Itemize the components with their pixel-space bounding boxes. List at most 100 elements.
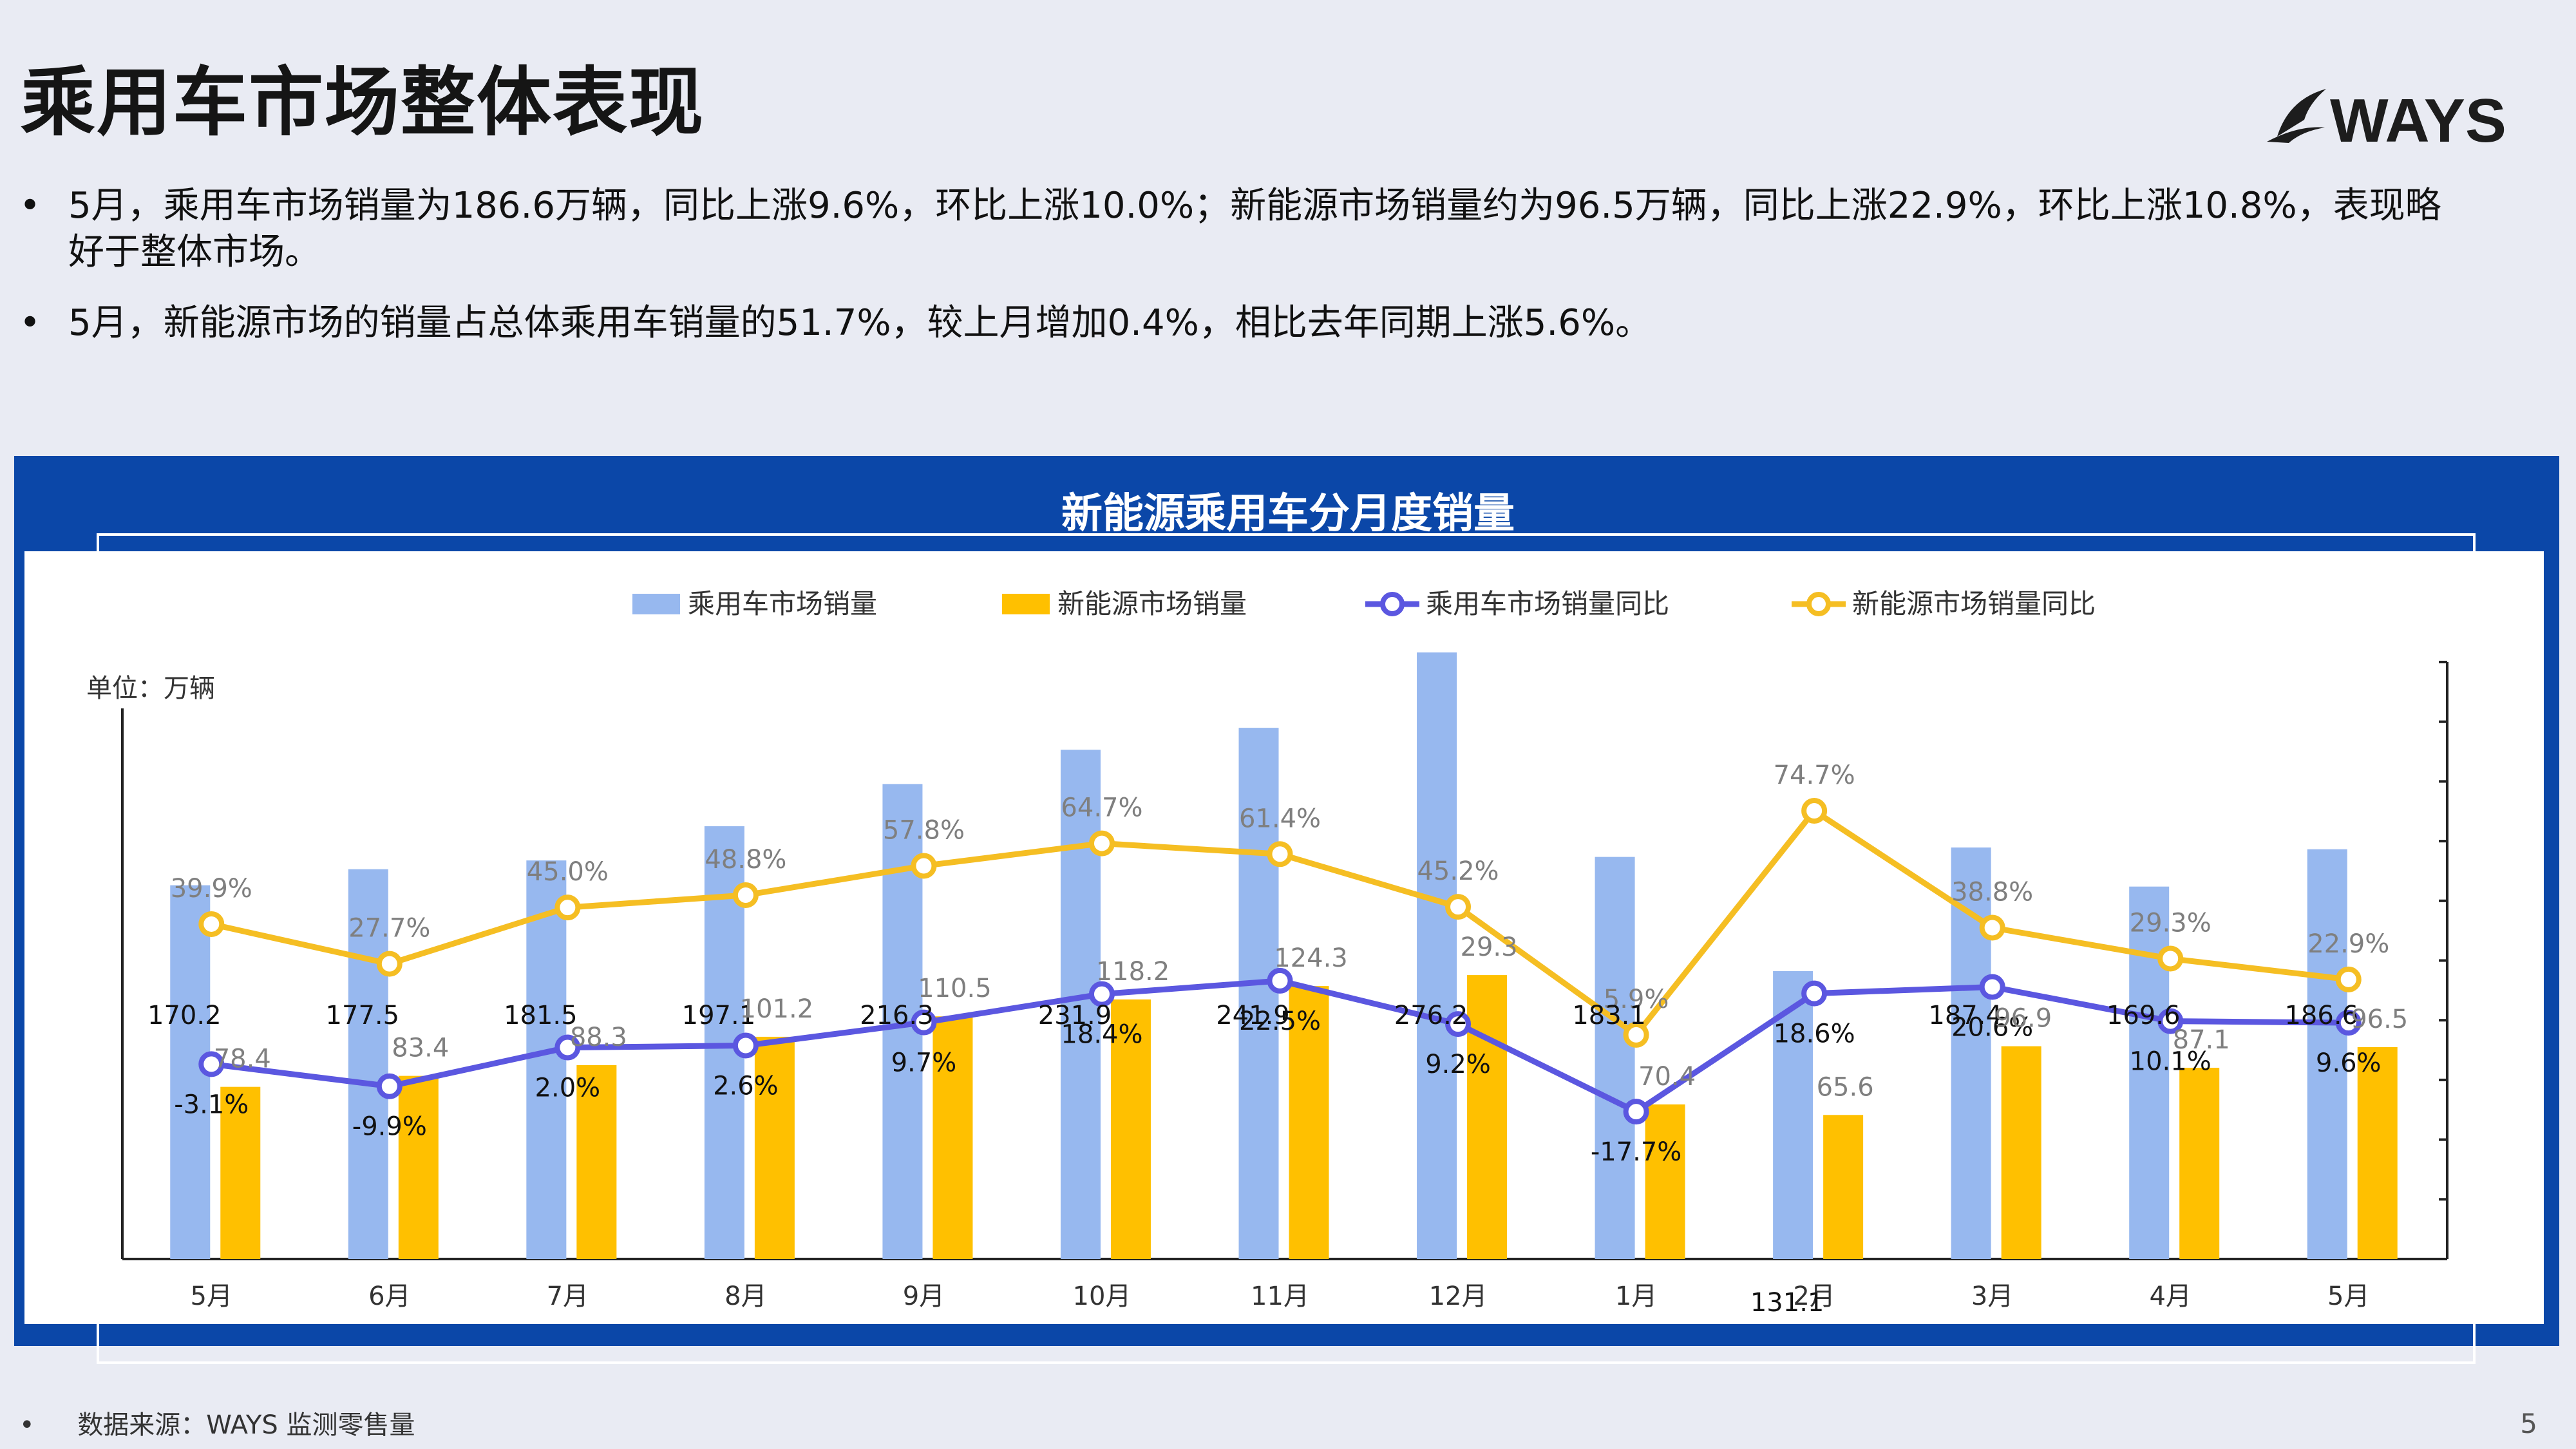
total-bar-label: 231.9: [1038, 1001, 1112, 1030]
bar-nev: [398, 1075, 439, 1259]
total-yoy-point: [1801, 980, 1828, 1007]
total-bar-label: 276.2: [1394, 1001, 1468, 1030]
nev-yoy-point: [1801, 798, 1828, 824]
nev-yoy-point: [1088, 830, 1115, 857]
total-yoy-label: 9.2%: [1425, 1050, 1491, 1079]
total-bar-label: 186.6: [2284, 1001, 2358, 1030]
chart-lines: [198, 798, 2362, 1125]
footer-note: • 数据来源：WAYS 监测零售量: [19, 1404, 415, 1441]
x-tick-label: 2月: [1793, 1282, 1835, 1311]
nev-yoy-point: [2157, 945, 2184, 972]
total-yoy-point: [1267, 967, 1293, 994]
total-yoy-label: 2.6%: [713, 1072, 779, 1101]
nev-yoy-label: 57.8%: [883, 815, 965, 845]
total-yoy-label: 2.0%: [535, 1074, 601, 1103]
bar-nev: [1289, 986, 1329, 1259]
bar-nev: [2357, 1046, 2398, 1259]
bullet-dot: •: [19, 185, 41, 227]
ways-logo: WAYS: [2267, 86, 2506, 151]
total-yoy-point: [1088, 981, 1115, 1007]
total-bar-label: 216.3: [860, 1001, 934, 1030]
nev-bar-label: 101.2: [740, 994, 814, 1024]
total-bar-label: 183.1: [1572, 1001, 1646, 1030]
nev-yoy-point: [732, 882, 759, 908]
total-yoy-point: [2157, 1008, 2184, 1034]
bar-total: [1595, 857, 1635, 1259]
total-yoy-label: 20.6%: [1951, 1013, 2033, 1043]
total-yoy-label: 10.1%: [2130, 1047, 2211, 1077]
nev-yoy-point: [198, 911, 225, 937]
nev-bar-label: 78.4: [214, 1045, 271, 1074]
total-yoy-label: -3.1%: [174, 1090, 249, 1119]
total-yoy-label: 22.5%: [1239, 1007, 1321, 1036]
x-tick-label: 1月: [1615, 1282, 1657, 1311]
bar-nev: [1823, 1115, 1864, 1259]
nev-bar-label: 124.3: [1274, 943, 1348, 973]
total-yoy-point: [554, 1034, 581, 1061]
nev-bar-label: 96.9: [1994, 1004, 2052, 1034]
total-yoy-point: [1623, 1099, 1649, 1125]
bullet-dot: •: [19, 302, 41, 344]
nev-yoy-label: 64.7%: [1061, 793, 1142, 823]
summary-bullet-1: • 5月，乘用车市场销量为186.6万辆，同比上涨9.6%，环比上涨10.0%；…: [19, 183, 2460, 276]
nev-yoy-point: [376, 951, 402, 977]
x-tick-label: 10月: [1073, 1282, 1132, 1311]
ways-logo-text: WAYS: [2330, 86, 2506, 151]
chart-plot-background: [24, 551, 2544, 1324]
total-yoy-label: 18.6%: [1774, 1019, 1855, 1049]
total-bar-label: 187.4: [1928, 1001, 2002, 1030]
bar-nev: [2001, 1046, 2041, 1259]
bar-total: [1417, 652, 1457, 1259]
total-bar-label: 241.9: [1216, 1001, 1290, 1030]
legend-marker: [1380, 592, 1405, 616]
summary-bullets: • 5月，乘用车市场销量为186.6万辆，同比上涨9.6%，环比上涨10.0%；…: [19, 183, 2460, 371]
x-tick-label: 5月: [2327, 1282, 2369, 1311]
total-yoy-point: [198, 1051, 225, 1077]
nev-yoy-label: 22.9%: [2307, 929, 2389, 959]
nev-bar-label: 87.1: [2173, 1025, 2230, 1055]
legend-label: 新能源市场销量同比: [1852, 588, 2096, 620]
total-bar-label: 177.5: [326, 1001, 400, 1030]
total-yoy-label: -17.7%: [1591, 1137, 1682, 1167]
x-tick-label: 3月: [1971, 1282, 2013, 1311]
x-tick-label: 4月: [2149, 1282, 2191, 1311]
nev-bar-label: 70.4: [1638, 1062, 1696, 1092]
nev-bar-label: 118.2: [1096, 957, 1170, 987]
bar-nev: [576, 1065, 617, 1259]
nev-yoy-point: [1623, 1021, 1649, 1048]
total-yoy-label: 9.7%: [891, 1048, 957, 1078]
x-tick-label: 11月: [1251, 1282, 1309, 1311]
page-number: 5: [2520, 1408, 2537, 1439]
nev-yoy-label: 5.9%: [1604, 985, 1669, 1014]
total-yoy-point: [2335, 1010, 2362, 1036]
bar-nev: [1110, 999, 1151, 1259]
bar-nev: [2179, 1067, 2220, 1259]
total-bar-label: 170.2: [147, 1001, 222, 1030]
bar-nev: [1467, 975, 1508, 1259]
total-yoy-point: [1979, 974, 2005, 1000]
bullet-dot: •: [19, 1410, 35, 1440]
x-tick-label: 6月: [368, 1282, 410, 1311]
bar-nev: [754, 1036, 795, 1259]
x-tick-label: 12月: [1429, 1282, 1488, 1311]
nev-bar-label: 29.3: [1461, 933, 1518, 962]
nev-yoy-label: 74.7%: [1774, 761, 1855, 790]
legend-label: 新能源市场销量: [1057, 588, 1247, 620]
legend-label: 乘用车市场销量同比: [1426, 588, 1669, 620]
bar-nev: [220, 1086, 261, 1259]
unit-label: 单位：万辆: [86, 674, 215, 703]
bar-total: [348, 869, 388, 1259]
nev-yoy-label: 39.9%: [171, 874, 252, 904]
nev-yoy-label: 45.2%: [1417, 857, 1499, 886]
total-yoy-point: [376, 1073, 402, 1099]
bar-total: [526, 860, 567, 1259]
nev-yoy-label: 61.4%: [1239, 804, 1321, 833]
bar-total: [1951, 847, 1991, 1259]
nev-yoy-point: [2335, 966, 2362, 992]
chart-title: 新能源乘用车分月度销量: [1061, 490, 1515, 538]
bar-total: [1238, 728, 1279, 1259]
total-yoy-label: -9.9%: [352, 1112, 427, 1142]
total-bar-label: 181.5: [504, 1001, 578, 1030]
legend-swatch: [1002, 594, 1050, 614]
